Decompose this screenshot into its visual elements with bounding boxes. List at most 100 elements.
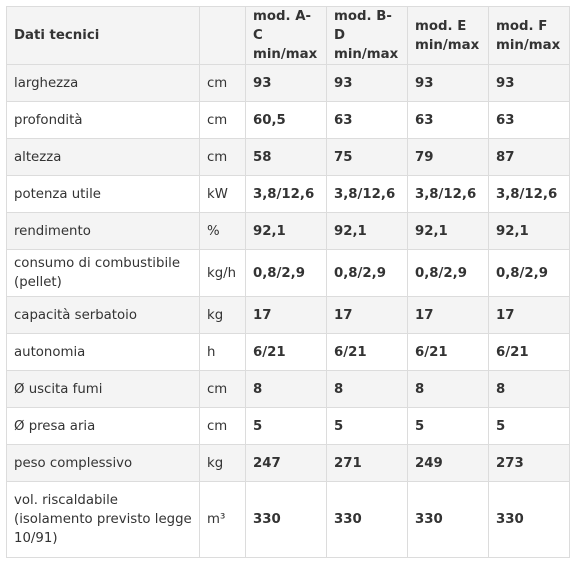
cell-value: 330 bbox=[488, 481, 570, 558]
cell-value: 60,5 bbox=[245, 101, 327, 139]
cell-value: 93 bbox=[488, 64, 570, 102]
cell-value: 3,8/12,6 bbox=[326, 175, 408, 213]
cell-value: 271 bbox=[326, 444, 408, 482]
cell-value: 0,8/2,9 bbox=[488, 249, 570, 297]
table-row: Ø presa aria cm 5 5 5 5 bbox=[6, 407, 570, 445]
table-row: peso complessivo kg 247 271 249 273 bbox=[6, 444, 570, 482]
table-row: larghezza cm 93 93 93 93 bbox=[6, 64, 570, 102]
cell-value: 330 bbox=[407, 481, 489, 558]
row-label: potenza utile bbox=[6, 175, 200, 213]
table-row: altezza cm 58 75 79 87 bbox=[6, 138, 570, 176]
cell-value: 58 bbox=[245, 138, 327, 176]
table-row: profondità cm 60,5 63 63 63 bbox=[6, 101, 570, 139]
table-wrapper: Dati tecnici mod. A-C min/max mod. B-D m… bbox=[6, 6, 570, 558]
cell-value: 0,8/2,9 bbox=[245, 249, 327, 297]
model-header-e: mod. E min/max bbox=[407, 6, 489, 65]
cell-value: 8 bbox=[245, 370, 327, 408]
model-header-b-d: mod. B-D min/max bbox=[326, 6, 408, 65]
cell-value: 3,8/12,6 bbox=[245, 175, 327, 213]
model-sub: min/max bbox=[334, 47, 399, 62]
cell-value: 330 bbox=[326, 481, 408, 558]
technical-data-table: Dati tecnici mod. A-C min/max mod. B-D m… bbox=[6, 6, 570, 558]
cell-value: 273 bbox=[488, 444, 570, 482]
cell-value: 5 bbox=[407, 407, 489, 445]
model-name: mod. F bbox=[496, 18, 548, 34]
row-label: vol. riscaldabile (isolamento previsto l… bbox=[6, 481, 200, 558]
cell-value: 3,8/12,6 bbox=[488, 175, 570, 213]
row-unit: kg bbox=[199, 444, 246, 482]
unit-header bbox=[199, 6, 246, 65]
row-label: Ø uscita fumi bbox=[6, 370, 200, 408]
row-label: larghezza bbox=[6, 64, 200, 102]
cell-value: 249 bbox=[407, 444, 489, 482]
row-unit: m³ bbox=[199, 481, 246, 558]
model-sub: min/max bbox=[415, 37, 480, 53]
cell-value: 87 bbox=[488, 138, 570, 176]
cell-value: 17 bbox=[407, 296, 489, 334]
cell-value: 0,8/2,9 bbox=[407, 249, 489, 297]
cell-value: 6/21 bbox=[245, 333, 327, 371]
cell-value: 63 bbox=[488, 101, 570, 139]
cell-value: 6/21 bbox=[326, 333, 408, 371]
cell-value: 5 bbox=[488, 407, 570, 445]
cell-value: 92,1 bbox=[326, 212, 408, 250]
cell-value: 5 bbox=[245, 407, 327, 445]
row-unit: kg bbox=[199, 296, 246, 334]
table-header-row: Dati tecnici mod. A-C min/max mod. B-D m… bbox=[6, 6, 570, 65]
cell-value: 93 bbox=[407, 64, 489, 102]
model-sub: min/max bbox=[496, 37, 561, 53]
row-label: peso complessivo bbox=[6, 444, 200, 482]
row-label: consumo di combustibile (pellet) bbox=[6, 249, 200, 297]
row-unit: h bbox=[199, 333, 246, 371]
row-unit: kW bbox=[199, 175, 246, 213]
row-label: Ø presa aria bbox=[6, 407, 200, 445]
cell-value: 247 bbox=[245, 444, 327, 482]
row-unit: cm bbox=[199, 370, 246, 408]
cell-value: 93 bbox=[326, 64, 408, 102]
model-header-a-c: mod. A-C min/max bbox=[245, 6, 327, 65]
row-unit: cm bbox=[199, 101, 246, 139]
cell-value: 92,1 bbox=[488, 212, 570, 250]
cell-value: 330 bbox=[245, 481, 327, 558]
table-row: vol. riscaldabile (isolamento previsto l… bbox=[6, 481, 570, 558]
cell-value: 17 bbox=[245, 296, 327, 334]
row-unit: cm bbox=[199, 138, 246, 176]
cell-value: 6/21 bbox=[488, 333, 570, 371]
cell-value: 75 bbox=[326, 138, 408, 176]
cell-value: 0,8/2,9 bbox=[326, 249, 408, 297]
row-label: profondità bbox=[6, 101, 200, 139]
cell-value: 92,1 bbox=[245, 212, 327, 250]
table-row: consumo di combustibile (pellet) kg/h 0,… bbox=[6, 249, 570, 297]
cell-value: 63 bbox=[326, 101, 408, 139]
row-unit: cm bbox=[199, 407, 246, 445]
model-header-f: mod. F min/max bbox=[488, 6, 570, 65]
model-name: mod. A-C bbox=[253, 9, 311, 43]
model-sub: min/max bbox=[253, 47, 318, 62]
table-row: Ø uscita fumi cm 8 8 8 8 bbox=[6, 370, 570, 408]
cell-value: 5 bbox=[326, 407, 408, 445]
row-label: autonomia bbox=[6, 333, 200, 371]
cell-value: 8 bbox=[326, 370, 408, 408]
row-unit: % bbox=[199, 212, 246, 250]
model-name: mod. E bbox=[415, 18, 467, 34]
table-title: Dati tecnici bbox=[6, 6, 200, 65]
model-name: mod. B-D bbox=[334, 9, 392, 43]
cell-value: 8 bbox=[488, 370, 570, 408]
row-label: altezza bbox=[6, 138, 200, 176]
table-row: rendimento % 92,1 92,1 92,1 92,1 bbox=[6, 212, 570, 250]
row-label: rendimento bbox=[6, 212, 200, 250]
cell-value: 92,1 bbox=[407, 212, 489, 250]
table-row: potenza utile kW 3,8/12,6 3,8/12,6 3,8/1… bbox=[6, 175, 570, 213]
cell-value: 63 bbox=[407, 101, 489, 139]
table-row: autonomia h 6/21 6/21 6/21 6/21 bbox=[6, 333, 570, 371]
cell-value: 17 bbox=[488, 296, 570, 334]
cell-value: 93 bbox=[245, 64, 327, 102]
cell-value: 6/21 bbox=[407, 333, 489, 371]
cell-value: 79 bbox=[407, 138, 489, 176]
cell-value: 17 bbox=[326, 296, 408, 334]
cell-value: 3,8/12,6 bbox=[407, 175, 489, 213]
cell-value: 8 bbox=[407, 370, 489, 408]
row-unit: cm bbox=[199, 64, 246, 102]
table-row: capacità serbatoio kg 17 17 17 17 bbox=[6, 296, 570, 334]
row-label: capacità serbatoio bbox=[6, 296, 200, 334]
